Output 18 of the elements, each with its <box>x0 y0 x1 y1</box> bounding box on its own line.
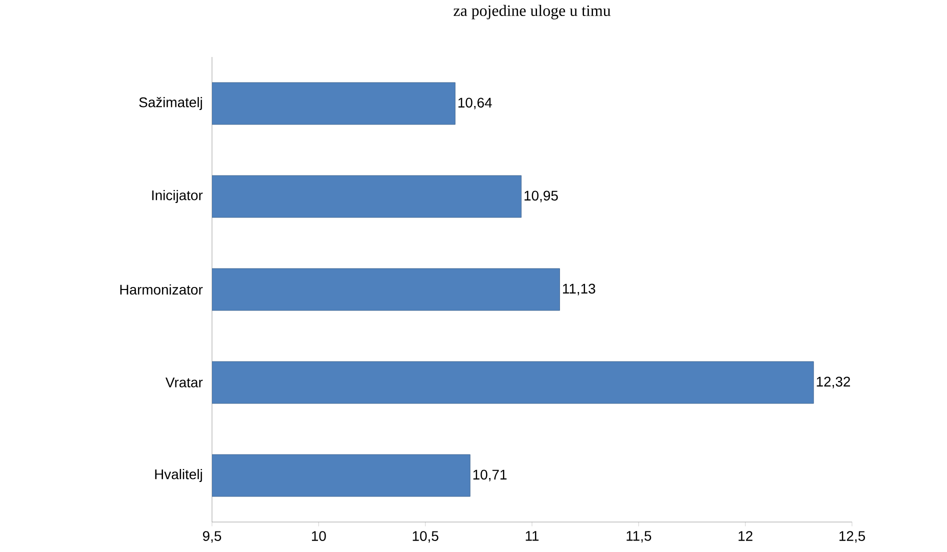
data-label: 10,71 <box>473 470 507 482</box>
data-label: 12,32 <box>816 376 850 388</box>
x-tick-label: 10,5 <box>412 531 438 543</box>
data-label: 10,64 <box>458 98 492 110</box>
x-tick-label: 11,5 <box>626 531 652 542</box>
y-tick-label: Harmonizator <box>120 284 203 295</box>
x-tick-label: 12 <box>738 531 752 541</box>
y-tick-label: Inicijator <box>152 190 203 203</box>
chart-title: za pojedine uloge u timu <box>454 4 611 20</box>
data-label: 10,95 <box>524 190 558 202</box>
x-tick-label: 11 <box>526 531 539 541</box>
x-tick-label: 9,5 <box>202 531 222 543</box>
y-tick-label: Sažimatelj <box>139 96 202 110</box>
x-tick-label: 10 <box>312 531 326 541</box>
data-label: 11,13 <box>562 284 596 296</box>
y-tick-label: Hvalitelj <box>155 469 202 482</box>
y-tick-label: Vratar <box>165 378 203 388</box>
x-tick-label: 12,5 <box>839 531 865 543</box>
